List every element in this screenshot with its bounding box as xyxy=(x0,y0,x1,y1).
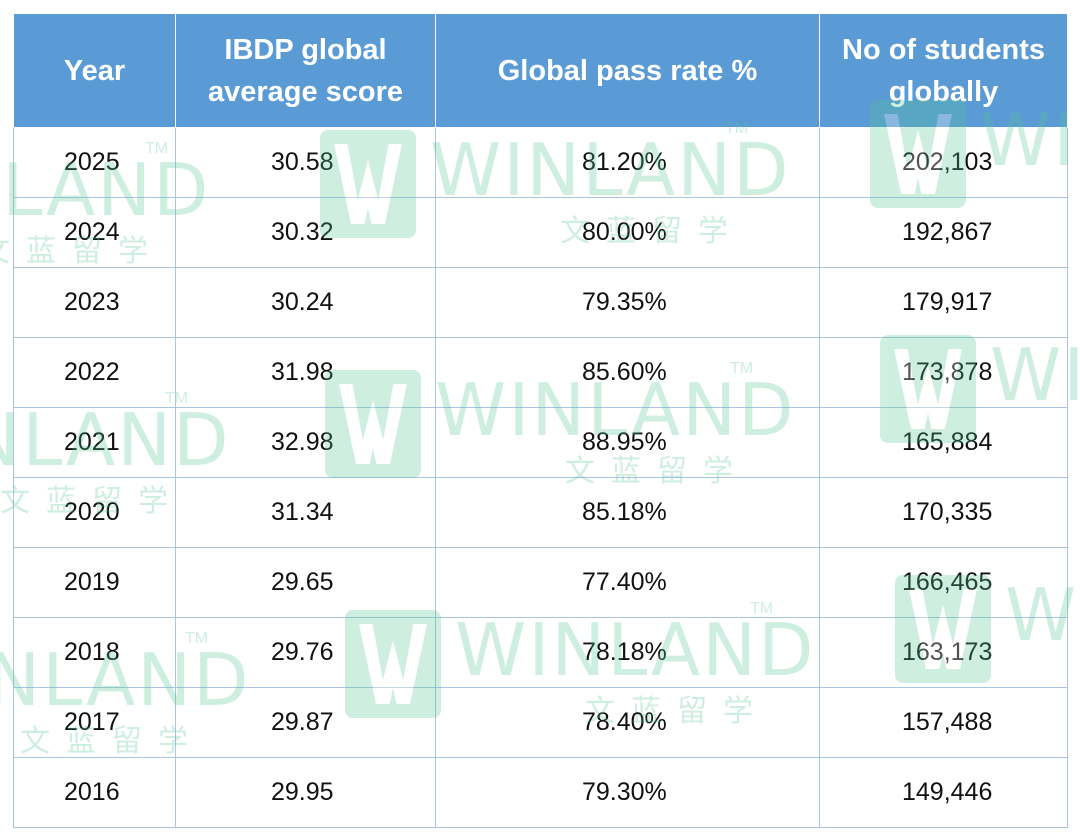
table-header-row: Year IBDP global average score Global pa… xyxy=(13,13,1068,128)
table-row: 2024 30.32 80.00% 192,867 xyxy=(13,197,1068,268)
header-students-line2: globally xyxy=(888,75,999,108)
cell-pass-rate: 79.30% xyxy=(435,757,820,828)
cell-average-score: 32.98 xyxy=(175,407,436,478)
cell-students: 173,878 xyxy=(819,337,1068,408)
cell-year: 2019 xyxy=(13,547,176,618)
ibdp-results-table: Year IBDP global average score Global pa… xyxy=(13,13,1068,828)
cell-year: 2025 xyxy=(13,127,176,198)
cell-students: 202,103 xyxy=(819,127,1068,198)
cell-pass-rate: 79.35% xyxy=(435,267,820,338)
cell-pass-rate: 85.18% xyxy=(435,477,820,548)
cell-average-score: 29.87 xyxy=(175,687,436,758)
cell-students: 163,173 xyxy=(819,617,1068,688)
table-row: 2016 29.95 79.30% 149,446 xyxy=(13,757,1068,828)
cell-average-score: 31.34 xyxy=(175,477,436,548)
cell-students: 166,465 xyxy=(819,547,1068,618)
cell-year: 2016 xyxy=(13,757,176,828)
cell-year: 2024 xyxy=(13,197,176,268)
header-average-score-line2: average score xyxy=(207,75,404,108)
header-students-line1: No of students xyxy=(842,33,1045,66)
table-row: 2019 29.65 77.40% 166,465 xyxy=(13,547,1068,618)
cell-year: 2022 xyxy=(13,337,176,408)
cell-year: 2023 xyxy=(13,267,176,338)
cell-pass-rate: 85.60% xyxy=(435,337,820,408)
cell-students: 170,335 xyxy=(819,477,1068,548)
table-row: 2017 29.87 78.40% 157,488 xyxy=(13,687,1068,758)
cell-pass-rate: 78.40% xyxy=(435,687,820,758)
cell-average-score: 30.24 xyxy=(175,267,436,338)
header-pass-rate-label: Global pass rate % xyxy=(497,54,758,87)
header-year-label: Year xyxy=(63,54,126,87)
cell-average-score: 29.76 xyxy=(175,617,436,688)
header-average-score: IBDP global average score xyxy=(175,13,436,128)
cell-students: 179,917 xyxy=(819,267,1068,338)
cell-students: 149,446 xyxy=(819,757,1068,828)
table-row: 2018 29.76 78.18% 163,173 xyxy=(13,617,1068,688)
header-average-score-line1: IBDP global xyxy=(224,33,387,66)
header-students: No of students globally xyxy=(819,13,1068,128)
data-table-container: Year IBDP global average score Global pa… xyxy=(13,13,1068,828)
cell-average-score: 30.58 xyxy=(175,127,436,198)
cell-year: 2020 xyxy=(13,477,176,548)
table-row: 2020 31.34 85.18% 170,335 xyxy=(13,477,1068,548)
cell-average-score: 29.65 xyxy=(175,547,436,618)
cell-pass-rate: 77.40% xyxy=(435,547,820,618)
table-row: 2025 30.58 81.20% 202,103 xyxy=(13,127,1068,198)
cell-average-score: 30.32 xyxy=(175,197,436,268)
cell-pass-rate: 88.95% xyxy=(435,407,820,478)
header-year: Year xyxy=(13,13,176,128)
cell-students: 157,488 xyxy=(819,687,1068,758)
cell-average-score: 29.95 xyxy=(175,757,436,828)
table-body: 2025 30.58 81.20% 202,103 2024 30.32 80.00% 192… xyxy=(13,127,1068,828)
cell-pass-rate: 78.18% xyxy=(435,617,820,688)
cell-year: 2018 xyxy=(13,617,176,688)
table-row: 2023 30.24 79.35% 179,917 xyxy=(13,267,1068,338)
cell-pass-rate: 80.00% xyxy=(435,197,820,268)
table-row: 2021 32.98 88.95% 165,884 xyxy=(13,407,1068,478)
cell-pass-rate: 81.20% xyxy=(435,127,820,198)
cell-year: 2021 xyxy=(13,407,176,478)
cell-students: 192,867 xyxy=(819,197,1068,268)
cell-students: 165,884 xyxy=(819,407,1068,478)
cell-year: 2017 xyxy=(13,687,176,758)
cell-average-score: 31.98 xyxy=(175,337,436,408)
header-pass-rate: Global pass rate % xyxy=(435,13,820,128)
table-row: 2022 31.98 85.60% 173,878 xyxy=(13,337,1068,408)
